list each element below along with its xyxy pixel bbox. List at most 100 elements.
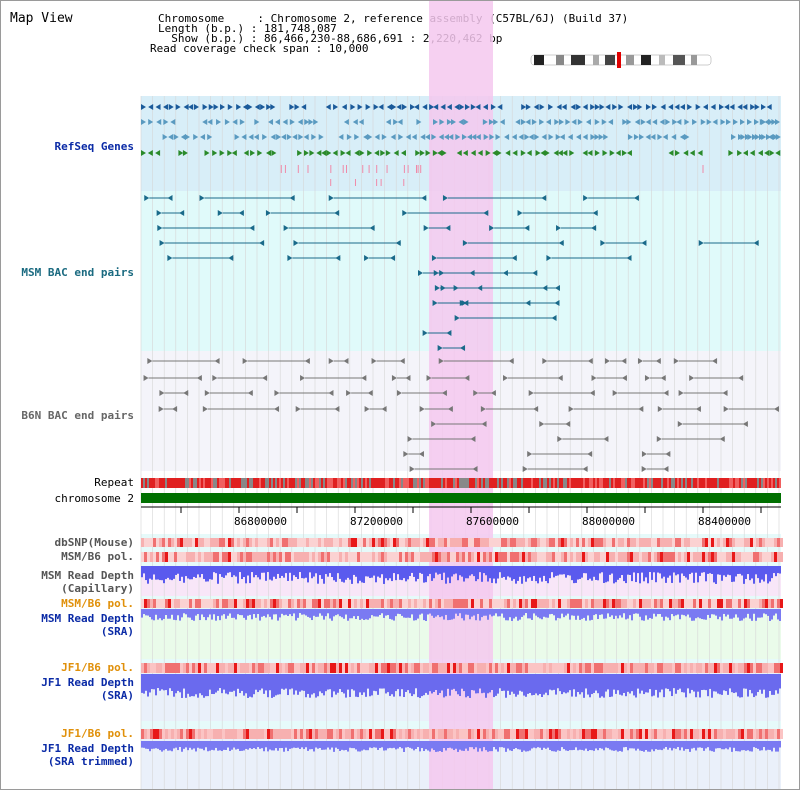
heat-cell xyxy=(405,663,408,673)
track-label-jf1-b6-pol[interactable]: JF1/B6 pol. xyxy=(61,661,134,674)
msm-bac-track xyxy=(144,195,759,351)
heat-cell xyxy=(327,538,330,547)
gene-arrow xyxy=(764,150,770,156)
heat-cell xyxy=(720,538,723,547)
heat-cell xyxy=(171,552,174,562)
bac-end xyxy=(304,358,310,364)
depth-bar xyxy=(663,741,665,749)
track-label-msm-depth-sra[interactable]: MSM Read Depth xyxy=(41,612,134,625)
depth-bar xyxy=(143,741,145,748)
depth-bar xyxy=(387,674,389,693)
depth-bar xyxy=(433,674,435,692)
depth-bar xyxy=(597,674,599,694)
gene-arrow xyxy=(534,134,540,140)
heat-cell xyxy=(414,599,417,608)
depth-bar xyxy=(717,741,719,749)
heat-cell xyxy=(375,729,378,739)
repeat-block xyxy=(179,478,181,488)
heat-cell xyxy=(582,552,585,562)
heat-cell xyxy=(702,663,705,673)
gene-arrow xyxy=(286,134,292,140)
depth-bar xyxy=(751,566,753,579)
gene-arrow xyxy=(250,150,256,156)
depth-bar xyxy=(735,566,737,577)
track-label-chromosome[interactable]: chromosome 2 xyxy=(54,492,134,505)
track-label-msm-b6-pol-2[interactable]: MSM/B6 pol. xyxy=(61,597,134,610)
heat-cell xyxy=(534,538,537,547)
heat-cell xyxy=(342,538,345,547)
depth-bar xyxy=(577,674,579,693)
track-label-msm-b6-pol[interactable]: MSM/B6 pol. xyxy=(61,550,134,563)
bac-end xyxy=(524,225,530,231)
depth-bar xyxy=(683,741,685,751)
gene-arrow xyxy=(168,134,174,140)
gene-arrow xyxy=(737,104,743,110)
heat-cell xyxy=(735,538,738,547)
heat-cell xyxy=(441,663,444,673)
depth-bar xyxy=(433,609,435,618)
track-label-jf1-depth-sra[interactable]: JF1 Read Depth xyxy=(41,676,134,689)
depth-bar xyxy=(631,674,633,692)
depth-bar xyxy=(299,741,301,750)
depth-bar xyxy=(583,609,585,618)
track-label-msm-bac[interactable]: MSM BAC end pairs xyxy=(21,266,134,279)
depth-bar xyxy=(285,609,287,615)
depth-bar xyxy=(447,674,449,689)
repeat-block xyxy=(205,478,207,488)
depth-bar xyxy=(329,674,331,690)
depth-bar xyxy=(703,741,705,751)
gene-arrow xyxy=(601,119,607,125)
repeat-block xyxy=(633,478,635,488)
heat-cell xyxy=(318,552,321,562)
depth-bar xyxy=(753,566,755,584)
bac-end xyxy=(159,240,165,246)
depth-bar xyxy=(433,566,435,579)
depth-bar xyxy=(145,674,147,691)
gene-arrow xyxy=(750,104,756,110)
depth-bar xyxy=(167,674,169,696)
track-label-dbsnp[interactable]: dbSNP(Mouse) xyxy=(54,536,134,549)
depth-bar xyxy=(291,609,293,617)
heat-cell xyxy=(309,599,312,608)
heat-cell xyxy=(558,552,561,562)
heat-cell xyxy=(417,729,420,739)
track-label-jf1-depth-trim[interactable]: JF1 Read Depth xyxy=(41,742,134,755)
repeat-block xyxy=(715,478,717,488)
heat-cell xyxy=(738,729,741,739)
depth-bar xyxy=(589,566,591,579)
gene-arrow xyxy=(749,150,755,156)
heat-cell xyxy=(579,552,582,562)
depth-bar xyxy=(657,566,659,573)
track-label-b6n-bac[interactable]: B6N BAC end pairs xyxy=(21,409,134,422)
depth-bar xyxy=(637,741,639,749)
track-label-msm-depth-cap[interactable]: MSM Read Depth xyxy=(41,569,134,582)
heat-cell xyxy=(165,552,168,562)
heat-cell xyxy=(519,552,522,562)
depth-bar xyxy=(517,566,519,581)
heat-cell xyxy=(570,538,573,547)
heat-cell xyxy=(243,538,246,547)
heat-cell xyxy=(729,663,732,673)
track-label-jf1-b6-pol-2[interactable]: JF1/B6 pol. xyxy=(61,727,134,740)
heat-cell xyxy=(576,599,579,608)
depth-bar xyxy=(443,741,445,748)
gene-arrow xyxy=(373,104,379,110)
repeat-block xyxy=(201,478,203,488)
repeat-block xyxy=(721,478,723,488)
heat-cell xyxy=(372,663,375,673)
heat-cell xyxy=(552,599,555,608)
heat-cell xyxy=(240,599,243,608)
depth-bar xyxy=(461,674,463,689)
heat-cell xyxy=(213,729,216,739)
depth-bar xyxy=(193,674,195,697)
track-label-repeat[interactable]: Repeat xyxy=(94,476,134,489)
heat-cell xyxy=(186,729,189,739)
depth-bar xyxy=(373,674,375,691)
depth-bar xyxy=(145,741,147,749)
track-label-refseq[interactable]: RefSeq Genes xyxy=(54,140,134,153)
heat-cell xyxy=(669,663,672,673)
bac-end xyxy=(238,210,244,216)
gene-arrow xyxy=(729,104,735,110)
depth-bar xyxy=(409,566,411,577)
